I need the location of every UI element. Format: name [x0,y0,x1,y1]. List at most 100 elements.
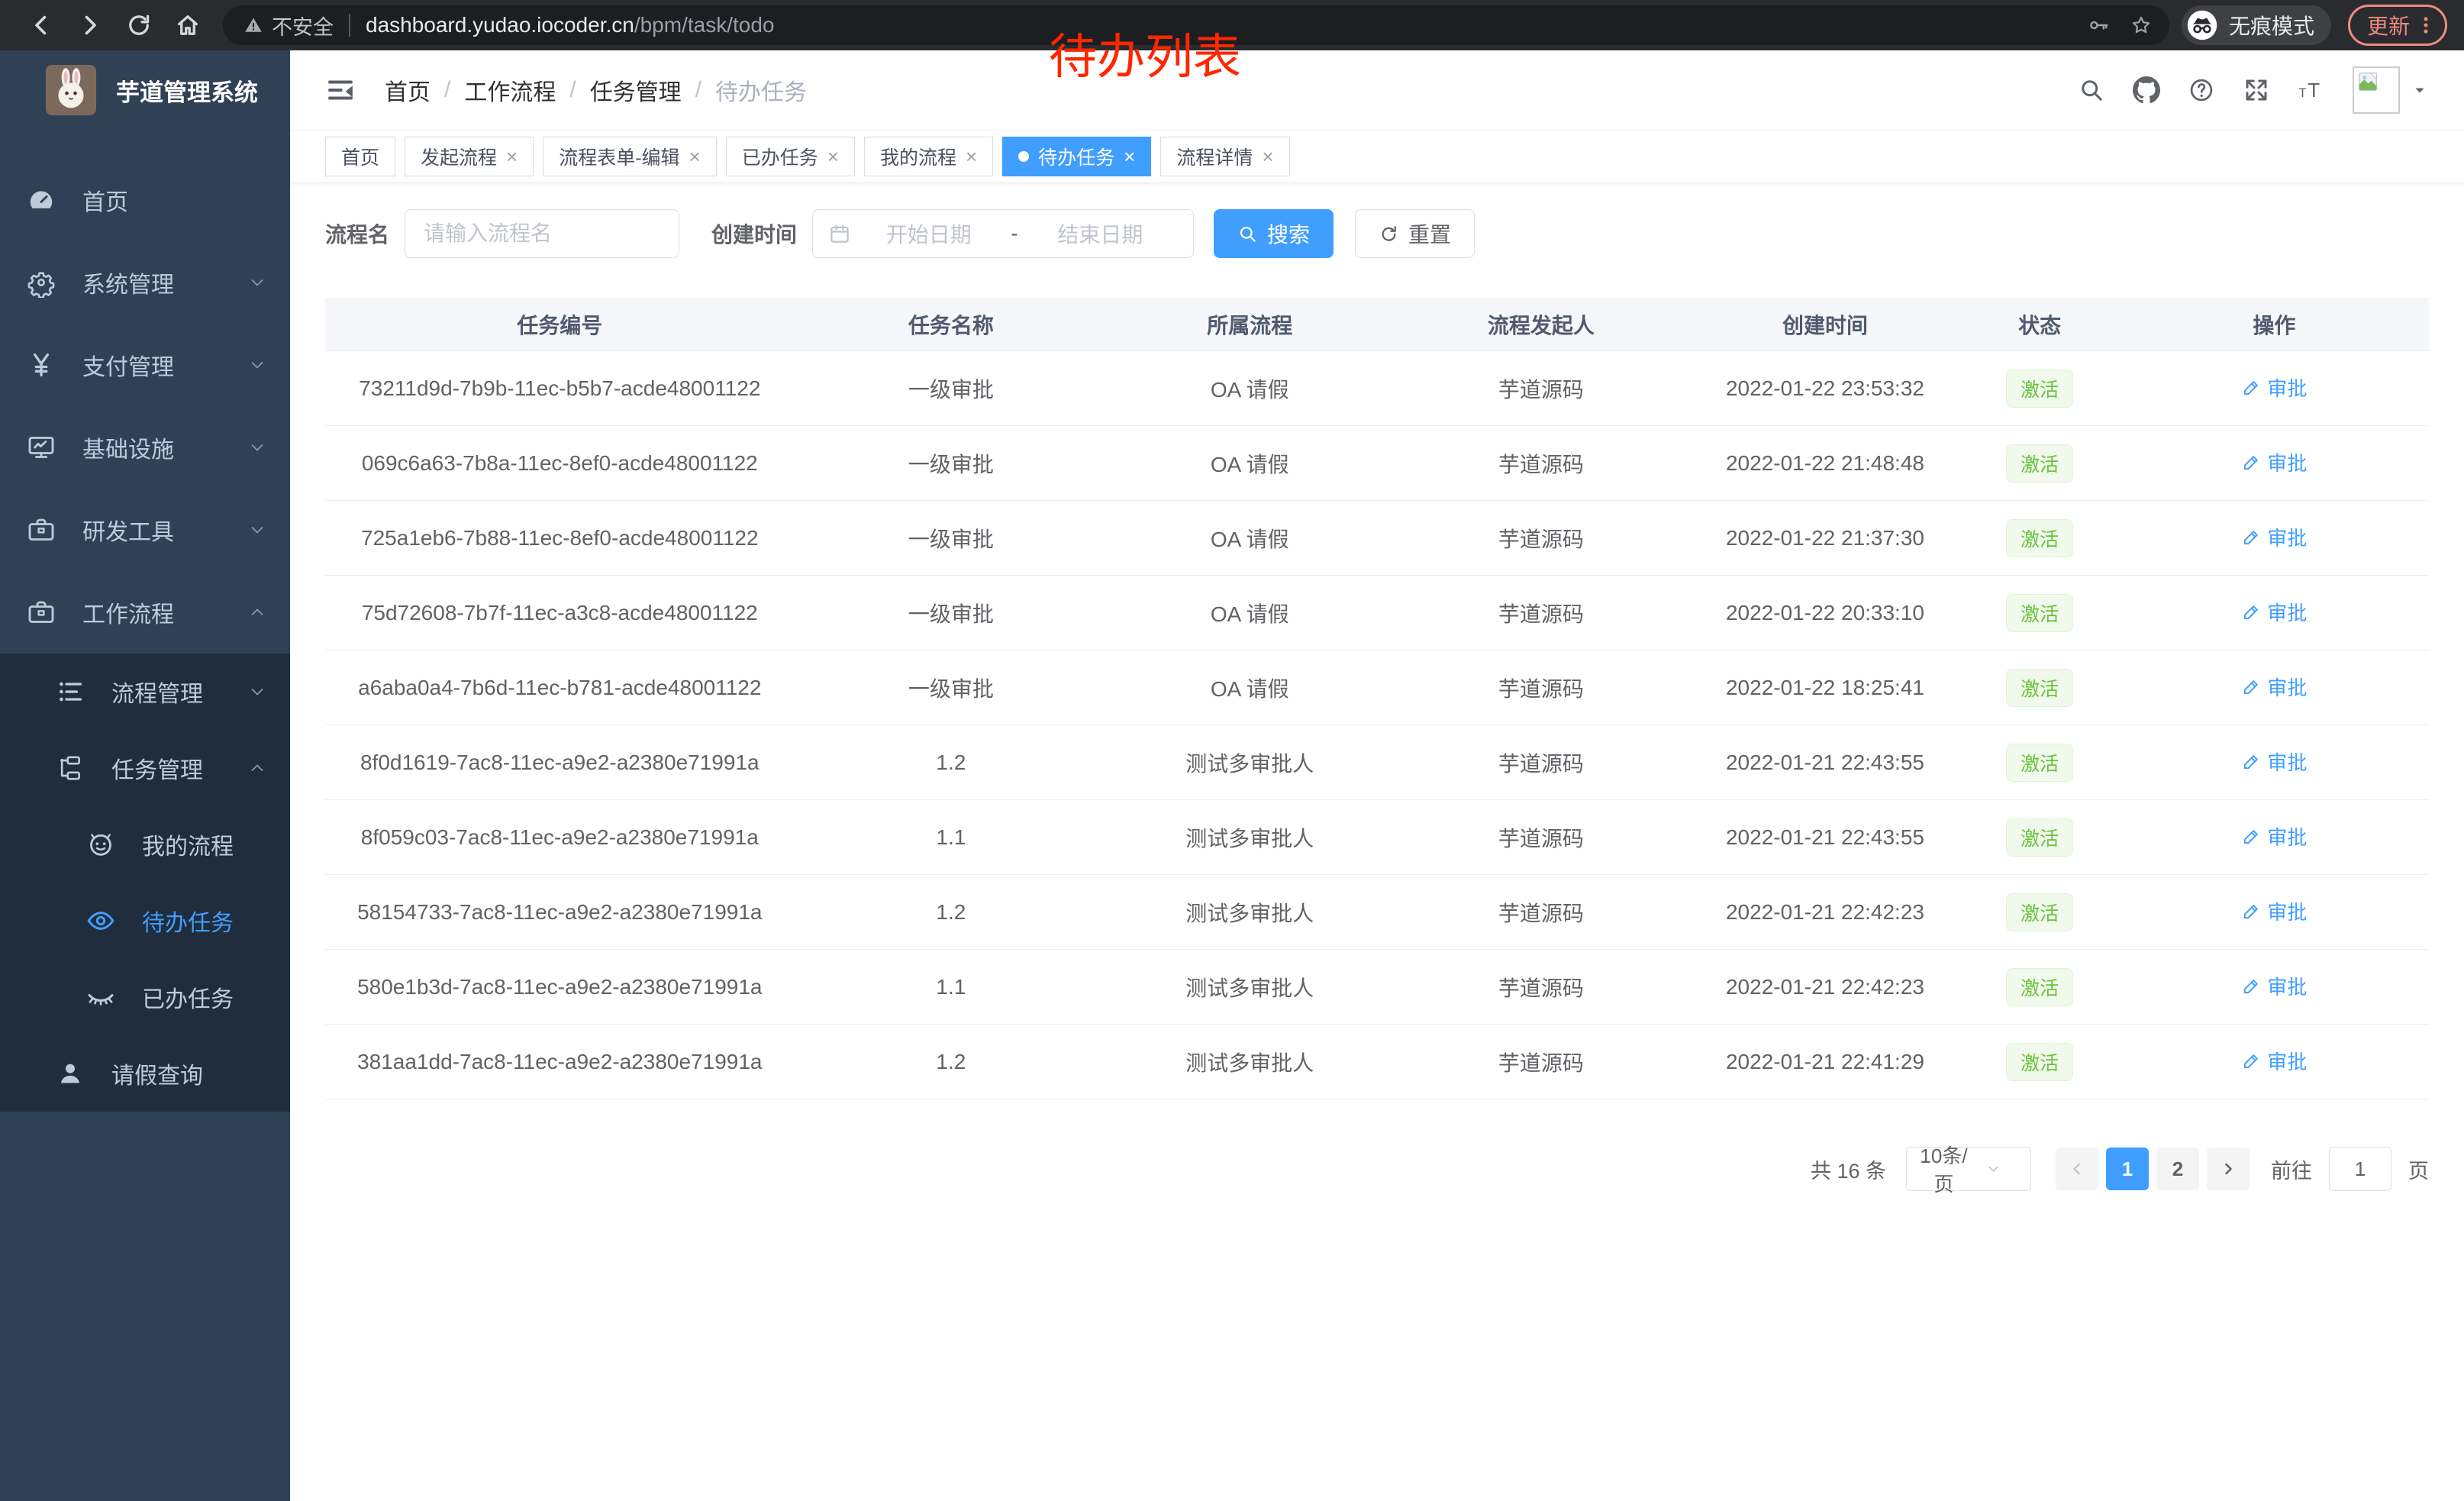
sidebar-item-label: 首页 [82,190,128,215]
tab-已办任务[interactable]: 已办任务 × [725,137,855,176]
approve-link[interactable]: 审批 [2241,523,2307,551]
sidebar-item-研发工具[interactable]: 研发工具 [0,489,290,571]
sidebar-item-首页[interactable]: 首页 [0,159,290,241]
search-button[interactable]: 搜索 [1214,209,1334,258]
cell-id: 58154733-7ac8-11ec-a9e2-a2380e71991a [357,899,763,924]
reset-button[interactable]: 重置 [1355,209,1475,258]
tab-close-icon[interactable]: × [827,145,839,168]
eye-icon [85,905,116,936]
edit-icon [2241,528,2261,547]
status-badge: 激活 [2006,444,2074,483]
approve-link[interactable]: 审批 [2241,747,2307,776]
page-unit-label: 页 [2408,1159,2429,1183]
sidebar-item-待办任务[interactable]: 待办任务 [0,883,290,959]
briefcase-icon [26,515,56,545]
fullscreen-icon[interactable] [2243,76,2270,104]
approve-link-label: 审批 [2267,976,2308,999]
pagination: 共 16 条 10条/页 12 前往 页 [290,1144,2464,1196]
cell-id: 069c6a63-7b8a-11ec-8ef0-acde48001122 [361,450,758,475]
cell-time: 2022-01-22 21:37:30 [1725,525,1924,550]
approve-link[interactable]: 审批 [2241,448,2307,476]
gear-icon [26,267,56,298]
sidebar-item-任务管理[interactable]: 任务管理 [0,730,290,806]
cell-process: 测试多审批人 [1185,751,1314,776]
column-header: 所属流程 [1207,313,1293,337]
tab-close-icon[interactable]: × [965,145,978,168]
browser-back-icon[interactable] [27,11,55,39]
sidebar-item-流程管理[interactable]: 流程管理 [0,654,290,730]
cell-action: 审批 [2120,448,2429,478]
cell-process: 测试多审批人 [1185,901,1314,925]
page-button-1[interactable]: 1 [2106,1148,2149,1190]
approve-link[interactable]: 审批 [2241,822,2307,851]
bookmark-star-icon[interactable] [2130,14,2153,37]
tab-close-icon[interactable]: × [1262,145,1274,168]
tab-close-icon[interactable]: × [689,145,701,168]
approve-link[interactable]: 审批 [2241,972,2307,1000]
goto-page-input[interactable] [2329,1147,2391,1191]
sidebar-item-支付管理[interactable]: 支付管理 [0,324,290,406]
search-button-label: 搜索 [1267,223,1311,247]
cell-status: 激活 [1959,593,2119,632]
app-logo: 芋道管理系统 [0,50,290,130]
tab-流程详情[interactable]: 流程详情 × [1160,137,1290,176]
breadcrumb-item[interactable]: 首页 [385,80,431,105]
sidebar-item-基础设施[interactable]: 基础设施 [0,406,290,489]
header-search-icon[interactable] [2078,76,2105,104]
sidebar-collapse-icon[interactable] [325,75,356,105]
sidebar-item-系统管理[interactable]: 系统管理 [0,241,290,324]
date-range-picker[interactable]: 开始日期 - 结束日期 [812,209,1195,258]
password-key-icon[interactable] [2087,14,2110,37]
cell-action: 审批 [2120,897,2429,927]
table-row: 725a1eb6-7b88-11ec-8ef0-acde48001122 一级审批… [325,501,2429,576]
avatar[interactable] [2353,66,2400,114]
approve-link[interactable]: 审批 [2241,897,2307,925]
approve-link[interactable]: 审批 [2241,673,2307,701]
page-button-2[interactable]: 2 [2156,1148,2199,1190]
prev-page-button[interactable] [2056,1148,2098,1190]
page-size-select[interactable]: 10条/页 [1906,1144,2031,1196]
tab-我的流程[interactable]: 我的流程 × [863,137,994,176]
browser-toolbar: 不安全 dashboard.yudao.iocoder.cn/bpm/task/… [0,0,2464,50]
help-icon[interactable] [2188,76,2215,104]
url-bar[interactable]: 不安全 dashboard.yudao.iocoder.cn/bpm/task/… [223,5,2169,45]
cell-action: 审批 [2120,972,2429,1002]
process-name-input[interactable] [405,209,680,258]
browser-home-icon[interactable] [174,11,202,39]
eyeclosed-icon [85,982,116,1012]
breadcrumb-item[interactable]: 任务管理 [589,80,682,105]
approve-link[interactable]: 审批 [2241,1047,2307,1075]
status-badge: 激活 [2006,818,2074,857]
sidebar-item-我的流程[interactable]: 我的流程 [0,806,290,883]
cell-name: 一级审批 [908,602,994,626]
status-badge: 激活 [2006,668,2074,707]
sidebar-item-已办任务[interactable]: 已办任务 [0,959,290,1035]
browser-forward-icon[interactable] [76,11,104,39]
approve-link[interactable]: 审批 [2241,373,2307,402]
cell-name: 1.2 [936,899,966,924]
sidebar-item-工作流程[interactable]: 工作流程 [0,571,290,654]
github-icon[interactable] [2133,76,2160,104]
avatar-caret-down-icon[interactable] [2411,81,2429,99]
cell-id: 8f0d1619-7ac8-11ec-a9e2-a2380e71991a [360,750,760,774]
next-page-button[interactable] [2207,1148,2250,1190]
incognito-label: 无痕模式 [2228,15,2314,38]
tab-首页[interactable]: 首页 [325,137,396,176]
not-secure-warning-icon[interactable] [243,15,264,36]
tab-close-icon[interactable]: × [506,145,518,168]
sidebar-item-请假查询[interactable]: 请假查询 [0,1035,290,1112]
chevron-down-icon [247,355,267,375]
tab-待办任务[interactable]: 待办任务 × [1002,137,1152,176]
tab-close-icon[interactable]: × [1124,145,1136,168]
update-button[interactable]: 更新 [2347,5,2447,46]
tab-流程表单-编辑[interactable]: 流程表单-编辑 × [543,137,717,176]
cell-name: 1.2 [936,1049,966,1073]
cell-status: 激活 [1959,743,2119,782]
browser-reload-icon[interactable] [125,11,153,39]
browser-menu-icon[interactable] [2414,14,2437,37]
breadcrumb-item[interactable]: 工作流程 [464,80,556,105]
edit-icon [2241,677,2261,697]
approve-link[interactable]: 审批 [2241,598,2307,626]
tab-发起流程[interactable]: 发起流程 × [405,137,534,176]
